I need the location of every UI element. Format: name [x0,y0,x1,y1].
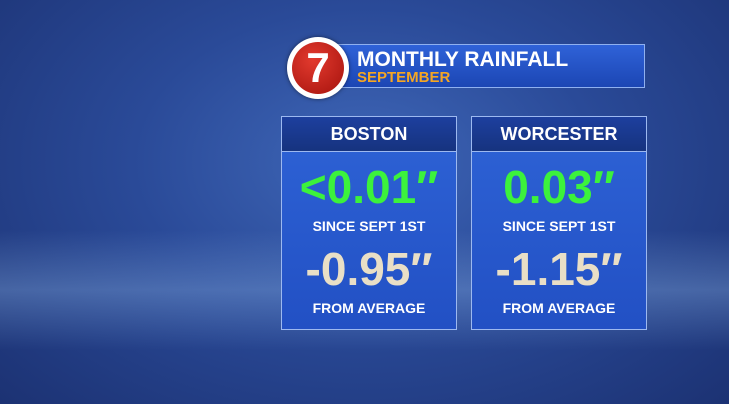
city-panel: WORCESTER 0.03″ SINCE SEPT 1ST -1.15″ FROM A… [471,116,647,330]
logo-text: 7 [292,42,344,94]
city-name: BOSTON [282,117,456,152]
city-name: WORCESTER [472,117,646,152]
city-panel: BOSTON <0.01″ SINCE SEPT 1ST -0.95″ FROM AVE… [281,116,457,330]
logo: 7 [287,37,349,99]
departure-value: -0.95″ [305,243,433,295]
departure-label: FROM AVERAGE [312,300,426,316]
rainfall-since: <0.01″ [299,161,439,213]
title: MONTHLY RAINFALL [357,48,569,71]
since-label: SINCE SEPT 1ST [312,218,426,234]
rainfall-since: 0.03″ [503,161,615,213]
departure-label: FROM AVERAGE [502,300,616,316]
title-bar: MONTHLY RAINFALL SEPTEMBER [300,44,645,88]
departure-value: -1.15″ [495,243,623,295]
since-label: SINCE SEPT 1ST [502,218,616,234]
subtitle: SEPTEMBER [357,69,451,86]
